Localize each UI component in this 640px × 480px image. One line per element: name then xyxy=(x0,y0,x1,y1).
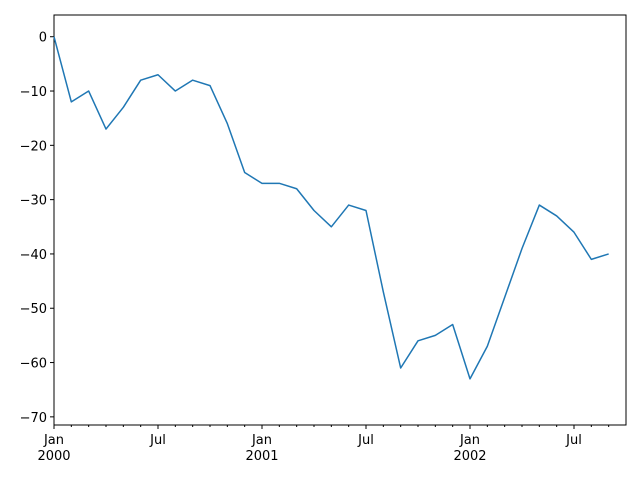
x-tick-label: Jul xyxy=(149,433,166,448)
y-tick-label: −50 xyxy=(20,302,47,317)
x-tick-label: Jul xyxy=(565,433,582,448)
plot-frame xyxy=(53,14,627,426)
x-tick-label-line: Jul xyxy=(565,433,582,448)
x-tick-label-line: Jan xyxy=(43,433,64,448)
y-tick-label: −20 xyxy=(20,139,47,154)
x-tick-label-line: 2000 xyxy=(37,449,70,464)
x-tick-label-line: 2002 xyxy=(453,449,486,464)
y-tick-label: −40 xyxy=(20,248,47,263)
y-tick-label: −70 xyxy=(20,411,47,426)
line-series xyxy=(53,36,609,380)
y-tick-label: −10 xyxy=(20,85,47,100)
x-tick-label: Jan 2002 xyxy=(453,433,486,464)
x-tick-label-line: Jan xyxy=(459,433,480,448)
x-tick-label: Jan 2000 xyxy=(37,433,70,464)
x-tick-label: Jul xyxy=(357,433,374,448)
x-tick-label-line: Jan xyxy=(251,433,272,448)
y-tick-label: 0 xyxy=(39,31,47,46)
x-tick-label-line: Jul xyxy=(149,433,166,448)
x-tick-label: Jan 2001 xyxy=(245,433,278,464)
y-tick-label: −60 xyxy=(20,357,47,372)
x-tick-label-line: 2001 xyxy=(245,449,278,464)
x-tick-label-line: Jul xyxy=(357,433,374,448)
y-tick-label: −30 xyxy=(20,194,47,209)
